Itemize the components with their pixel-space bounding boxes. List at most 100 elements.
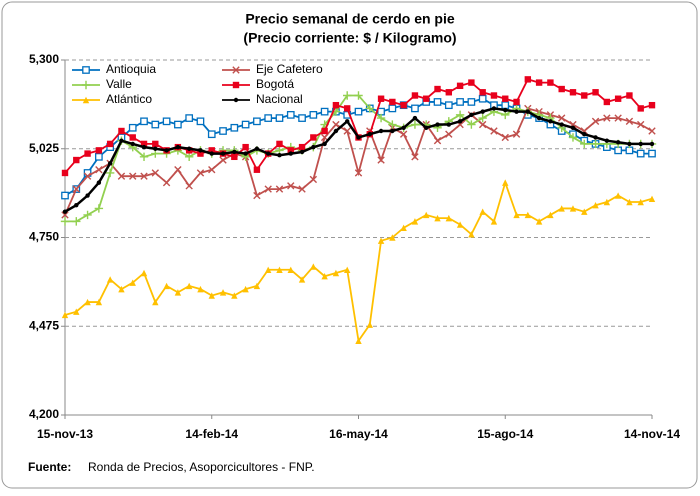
marker	[512, 130, 521, 138]
marker	[83, 172, 92, 180]
marker	[174, 166, 182, 174]
marker	[444, 101, 453, 110]
marker	[648, 127, 656, 135]
marker	[478, 113, 487, 123]
marker	[355, 337, 362, 344]
marker	[231, 292, 238, 299]
marker	[332, 120, 340, 129]
marker	[377, 156, 385, 164]
marker	[275, 114, 284, 122]
marker	[468, 231, 475, 238]
chart-title: Precio semanal de cerdo en pie	[245, 11, 455, 27]
marker	[344, 266, 351, 273]
marker	[175, 144, 181, 150]
marker	[298, 114, 306, 122]
marker	[502, 179, 509, 186]
marker	[141, 144, 147, 150]
marker	[467, 120, 476, 129]
marker	[468, 79, 475, 86]
marker	[424, 125, 429, 130]
marker	[558, 205, 565, 212]
marker	[490, 92, 498, 99]
marker	[74, 203, 79, 208]
marker	[298, 276, 306, 283]
marker	[174, 289, 182, 296]
marker	[152, 298, 159, 306]
marker	[81, 80, 91, 90]
marker	[378, 128, 384, 134]
marker	[162, 117, 171, 126]
marker	[638, 141, 643, 147]
marker	[185, 182, 193, 190]
marker	[354, 107, 363, 116]
marker	[140, 140, 148, 148]
marker	[648, 101, 656, 109]
marker	[390, 128, 395, 134]
marker	[321, 273, 328, 280]
marker	[513, 98, 520, 106]
marker	[286, 111, 295, 119]
marker	[457, 119, 463, 124]
marker	[162, 178, 171, 187]
marker	[118, 285, 125, 293]
marker	[196, 117, 205, 126]
marker	[320, 107, 329, 116]
marker	[501, 133, 509, 142]
marker	[207, 130, 216, 139]
marker	[106, 276, 114, 283]
marker	[287, 182, 295, 190]
marker	[277, 153, 282, 158]
marker	[309, 111, 318, 119]
marker	[525, 109, 531, 114]
marker	[287, 147, 294, 154]
marker	[151, 120, 160, 129]
marker	[85, 193, 90, 198]
marker	[423, 95, 430, 102]
marker	[524, 211, 532, 219]
marker	[648, 195, 656, 202]
marker	[456, 82, 464, 90]
marker	[558, 85, 565, 93]
marker	[129, 134, 136, 141]
marker	[185, 282, 193, 290]
marker	[524, 76, 532, 83]
marker	[230, 123, 239, 132]
marker	[569, 89, 577, 96]
marker	[84, 150, 91, 157]
marker	[265, 151, 271, 156]
marker	[62, 209, 68, 214]
marker	[581, 208, 588, 215]
marker	[491, 106, 497, 111]
marker	[233, 97, 239, 103]
marker	[582, 132, 587, 137]
marker	[423, 211, 430, 219]
marker	[153, 146, 158, 151]
marker	[84, 298, 91, 306]
marker	[243, 151, 248, 156]
marker	[614, 95, 622, 102]
legend-label: Eje Cafetero	[256, 62, 323, 76]
marker	[310, 134, 317, 141]
marker	[435, 122, 440, 127]
y-tick-label: 5,300	[29, 52, 59, 66]
marker	[536, 115, 542, 121]
marker	[130, 141, 135, 147]
marker	[232, 149, 237, 155]
marker	[614, 114, 622, 122]
marker	[591, 117, 600, 126]
marker	[478, 94, 487, 103]
marker	[535, 218, 543, 225]
marker	[480, 109, 485, 114]
marker	[276, 266, 283, 273]
marker	[400, 101, 407, 109]
marker	[140, 172, 148, 180]
marker	[626, 92, 633, 99]
marker	[603, 98, 611, 106]
marker	[241, 120, 250, 129]
marker	[129, 172, 137, 180]
marker	[389, 98, 396, 106]
marker	[253, 117, 261, 126]
marker	[388, 104, 397, 113]
marker	[117, 172, 126, 180]
